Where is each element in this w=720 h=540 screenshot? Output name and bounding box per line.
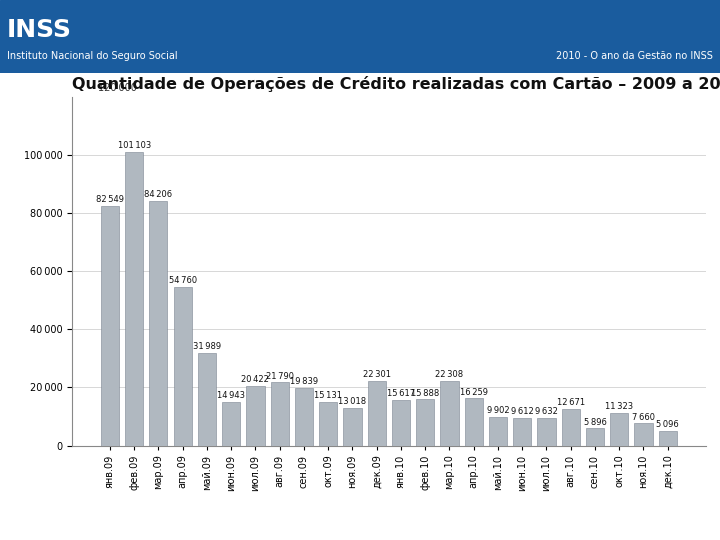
Text: 22 308: 22 308 [436, 370, 464, 379]
Bar [246, 386, 264, 445]
Text: 11 323: 11 323 [605, 402, 634, 411]
Bar [610, 413, 629, 446]
Text: 2010 - O ano da Gestão no INSS: 2010 - O ano da Gestão no INSS [556, 51, 713, 61]
Text: 31 989: 31 989 [193, 342, 221, 351]
Text: 120 000: 120 000 [98, 83, 137, 93]
Text: 15 131: 15 131 [314, 391, 342, 400]
Text: 82 549: 82 549 [96, 195, 124, 204]
Text: 84 206: 84 206 [144, 191, 173, 199]
Bar [149, 201, 168, 446]
Bar [294, 388, 313, 445]
Text: 101 103: 101 103 [117, 141, 150, 150]
Bar [441, 381, 459, 446]
Bar [416, 400, 434, 446]
Text: 22 301: 22 301 [363, 370, 391, 379]
Text: 9 612: 9 612 [510, 407, 534, 416]
Bar [586, 428, 604, 446]
Text: 12 671: 12 671 [557, 398, 585, 407]
Bar [319, 402, 337, 446]
Bar [125, 152, 143, 445]
Text: 9 632: 9 632 [535, 407, 558, 416]
Bar [392, 400, 410, 445]
Text: 9 902: 9 902 [487, 406, 509, 415]
Bar [222, 402, 240, 446]
Bar [271, 382, 289, 446]
Text: 5 896: 5 896 [583, 417, 606, 427]
Text: 14 943: 14 943 [217, 392, 245, 400]
Bar [537, 417, 556, 446]
Bar [198, 353, 216, 446]
Bar [101, 206, 119, 446]
Text: 20 422: 20 422 [241, 375, 269, 384]
Text: 19 839: 19 839 [290, 377, 318, 386]
Text: 15 888: 15 888 [411, 389, 439, 397]
Bar [634, 423, 652, 446]
Text: 5 096: 5 096 [657, 420, 679, 429]
Bar [368, 381, 386, 446]
Bar [513, 417, 531, 446]
Text: Quantidade de Operações de Crédito realizadas com Cartão – 2009 a 2010: Quantidade de Operações de Crédito reali… [72, 76, 720, 92]
Text: 21 790: 21 790 [266, 372, 294, 381]
Bar [174, 287, 192, 446]
Text: INSS: INSS [7, 18, 72, 42]
Text: 16 259: 16 259 [459, 388, 487, 396]
Text: Instituto Nacional do Seguro Social: Instituto Nacional do Seguro Social [7, 51, 178, 61]
Text: 15 617: 15 617 [387, 389, 415, 399]
Text: 54 760: 54 760 [168, 276, 197, 285]
Bar [343, 408, 361, 445]
Text: 7 660: 7 660 [632, 413, 655, 422]
Bar [489, 417, 507, 445]
Text: 13 018: 13 018 [338, 397, 366, 406]
Bar [659, 431, 677, 445]
Bar [464, 399, 483, 445]
Bar [562, 409, 580, 446]
